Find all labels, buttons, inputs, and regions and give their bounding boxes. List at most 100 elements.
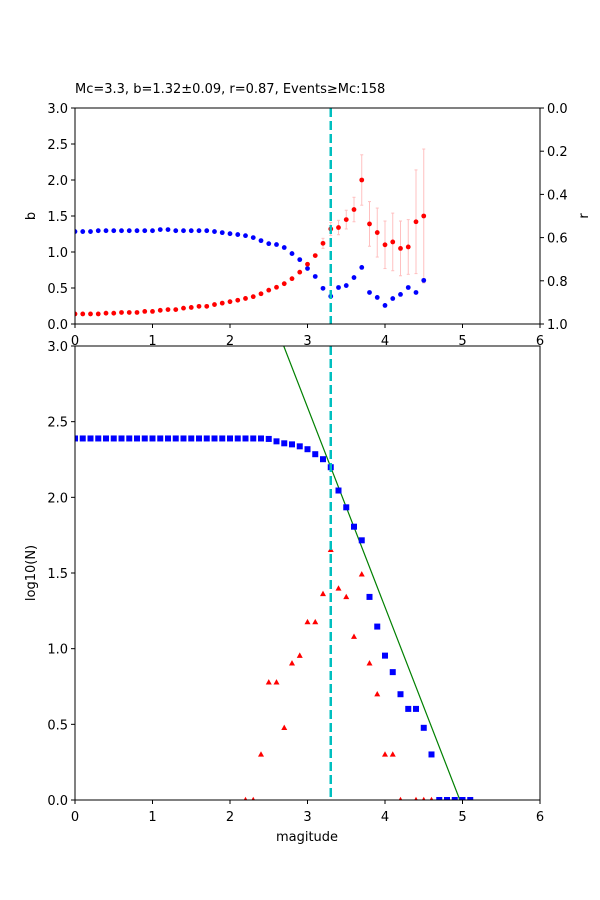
y-tick-label: 2.5 — [47, 416, 68, 431]
cumulative-point — [304, 446, 311, 453]
cumulative-point — [444, 797, 450, 800]
b-point — [142, 309, 148, 314]
noncumulative-point — [251, 796, 256, 800]
cumulative-point — [180, 435, 187, 442]
b-point — [305, 261, 310, 267]
cumulative-point — [149, 435, 156, 442]
gr-fit-line — [283, 346, 461, 800]
y-right-tick-label: 0.4 — [547, 188, 568, 203]
r-point — [196, 228, 202, 234]
cumulative-point — [87, 435, 94, 442]
noncumulative-point — [289, 660, 295, 666]
b-point — [173, 307, 179, 312]
r-point — [305, 266, 310, 271]
cumulative-point — [134, 435, 140, 442]
y-tick-label: 2.0 — [47, 174, 68, 189]
r-point — [281, 245, 287, 250]
r-point — [243, 233, 248, 239]
r-point — [134, 228, 140, 234]
cumulative-point — [110, 435, 117, 442]
noncumulative-point — [265, 679, 272, 685]
b-point — [398, 246, 403, 251]
r-point — [80, 229, 86, 234]
b-point — [150, 309, 155, 314]
x-tick-label: 4 — [381, 810, 389, 825]
cumulative-point — [250, 435, 257, 442]
b-point — [204, 303, 210, 309]
x-tick-label: 4 — [381, 334, 389, 349]
noncumulative-point — [296, 652, 303, 658]
x-tick-label: 0 — [71, 810, 79, 825]
cumulative-point — [141, 435, 148, 442]
y-right-tick-label: 0.2 — [547, 145, 568, 160]
b-point — [382, 242, 388, 248]
chart-title: Mc=3.3, b=1.32±0.09, r=0.87, Events≥Mc:1… — [75, 82, 385, 97]
b-point — [359, 177, 365, 183]
r-point — [390, 296, 396, 301]
cumulative-point — [459, 797, 466, 800]
b-point — [219, 300, 225, 306]
noncumulative-point — [429, 796, 434, 800]
r-point — [188, 228, 194, 234]
b-point — [367, 221, 372, 227]
cumulative-point — [172, 435, 179, 442]
b-point — [343, 217, 349, 223]
cumulative-point — [312, 451, 319, 458]
r-point — [150, 228, 155, 234]
axes-frame — [74, 107, 541, 325]
b-point — [181, 305, 186, 311]
cumulative-point — [188, 435, 195, 442]
r-point — [398, 292, 403, 297]
r-point — [312, 274, 318, 279]
top-y-label: b — [24, 212, 39, 220]
plot-area — [75, 108, 427, 324]
cumulative-point — [382, 652, 388, 659]
cumulative-point — [428, 751, 435, 758]
cumulative-point — [420, 724, 427, 731]
noncumulative-point — [335, 585, 342, 591]
b-r-axes: 0 1 2 3 4 5 6 0.0 0.5 1.0 1.5 2.0 2.5 3.0 0.0 0.2 0.4 0.6… — [47, 102, 567, 349]
fmd-axes: 0 1 2 3 4 5 6 0.0 0.5 1.0 1.5 2.0 2.5 3.0 — [47, 340, 544, 825]
cumulative-point — [358, 537, 365, 544]
axes-frame — [74, 345, 541, 801]
noncumulative-point — [243, 796, 248, 800]
cumulative-point — [335, 487, 342, 494]
b-point — [80, 311, 86, 317]
b-point — [196, 303, 202, 309]
cumulative-point — [79, 435, 86, 442]
cumulative-point — [211, 435, 218, 442]
cumulative-point — [75, 435, 78, 442]
r-point — [235, 232, 241, 237]
cumulative-point — [405, 705, 412, 712]
r-point — [351, 275, 357, 280]
b-point — [126, 310, 132, 315]
x-tick-label: 2 — [226, 334, 234, 349]
cumulative-point — [467, 797, 474, 800]
b-point — [390, 239, 396, 245]
y-tick-label: 2.5 — [47, 138, 68, 153]
noncumulative-point — [351, 633, 357, 639]
b-point — [119, 310, 124, 315]
r-point — [75, 229, 78, 234]
bottom-y-label: log10(N) — [24, 545, 39, 601]
cumulative-point — [95, 435, 102, 442]
b-point — [95, 311, 101, 317]
y-tick-label: 0.0 — [47, 318, 68, 333]
r-point — [421, 277, 427, 283]
y-tick-label: 1.5 — [47, 210, 68, 225]
x-tick-label: 3 — [303, 334, 311, 349]
noncumulative-point — [382, 751, 388, 757]
r-point — [111, 228, 117, 234]
r-point — [157, 227, 163, 233]
y-right-tick-label: 0.0 — [547, 102, 568, 117]
bottom-x-label: magitude — [276, 830, 338, 845]
noncumulative-point — [358, 571, 365, 577]
noncumulative-point — [304, 618, 311, 625]
b-point — [374, 230, 380, 235]
cumulative-point — [203, 435, 210, 442]
b-point — [227, 299, 233, 305]
r-point — [204, 228, 210, 234]
cumulative-point — [366, 593, 373, 600]
y-tick-label: 0.5 — [47, 282, 68, 297]
cumulative-point — [281, 440, 288, 447]
